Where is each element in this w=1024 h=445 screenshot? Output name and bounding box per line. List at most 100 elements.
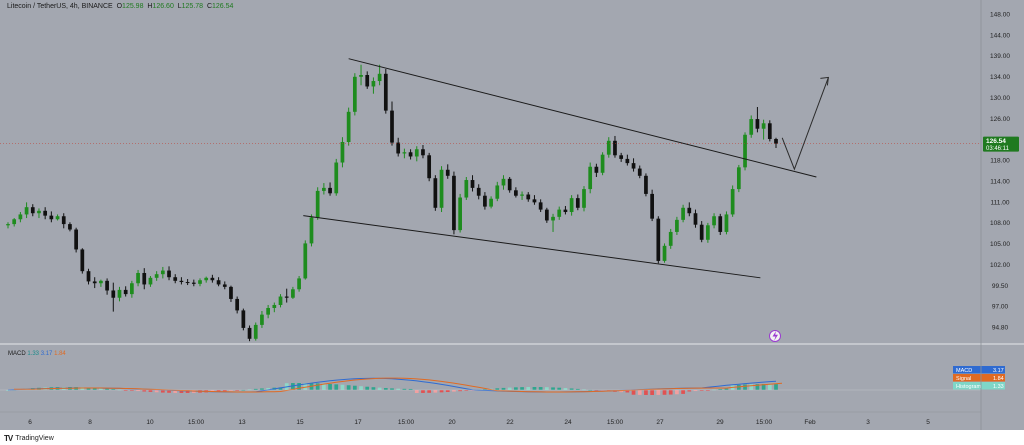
candle: [526, 192, 531, 202]
macd-legend-value: 1.33: [993, 384, 1004, 390]
candle: [80, 248, 85, 274]
macd-histogram-bar: [514, 387, 518, 390]
candle: [117, 286, 122, 302]
time-axis: 6 8 10 15:00 13 15 17 15:00 20 22 24 15:00 27 29 15:00…: [28, 419, 930, 426]
candle: [439, 166, 444, 213]
candle: [470, 175, 475, 192]
macd-value-2: 3.17: [40, 351, 53, 357]
candle: [198, 278, 202, 287]
x-tick-label: 15:00: [607, 419, 624, 426]
candle-body: [755, 119, 760, 129]
candle-body: [600, 154, 605, 173]
candle-body: [390, 110, 394, 143]
candle: [445, 164, 450, 179]
candle: [532, 195, 537, 205]
tradingview-logo-icon[interactable]: TV: [4, 434, 13, 443]
candle-body: [297, 278, 301, 290]
macd-histogram-bar: [303, 383, 308, 390]
candle-body: [501, 178, 506, 186]
candle-body: [569, 198, 574, 213]
y-tick-label: 114.00: [990, 178, 1010, 185]
macd-histogram-bar: [761, 384, 766, 390]
macd-histogram-bar: [464, 390, 469, 391]
candle: [724, 211, 729, 235]
candle: [49, 211, 54, 223]
macd-histogram-bar: [421, 390, 425, 393]
candle-body: [359, 75, 363, 77]
candle-body: [315, 190, 320, 218]
candle: [544, 207, 549, 223]
macd-histogram-bar: [736, 384, 741, 390]
macd-legend-value: 3.17: [993, 368, 1004, 374]
candle-body: [736, 167, 741, 190]
candle: [637, 165, 642, 179]
x-tick-label: 29: [716, 419, 724, 426]
macd-histogram-bar: [526, 387, 531, 390]
macd-histogram-bar: [631, 390, 636, 395]
price-chart[interactable]: 148.00144.00139.00134.00130.00126.00122.…: [0, 0, 1024, 430]
macd-histogram-bar: [352, 385, 357, 390]
y-tick-label: 134.00: [990, 74, 1010, 81]
macd-histogram-bar: [80, 387, 85, 390]
candle-body: [117, 289, 122, 298]
y-tick-label: 111.00: [991, 199, 1010, 206]
candle: [303, 240, 308, 280]
macd-histogram-bar: [656, 390, 661, 395]
macd-histogram-bar: [229, 390, 233, 391]
macd-histogram-bar: [668, 390, 673, 395]
candle-body: [433, 178, 438, 208]
candle: [37, 208, 41, 219]
candle-body: [99, 280, 103, 284]
candle-body: [191, 282, 196, 284]
candle-body: [278, 296, 283, 305]
macd-histogram-bar: [687, 390, 692, 392]
candle: [668, 228, 673, 249]
candle: [774, 137, 778, 149]
candle-body: [260, 314, 264, 325]
candle: [377, 64, 382, 86]
candle: [631, 158, 636, 172]
candle-body: [675, 219, 679, 232]
macd-histogram-bar: [501, 387, 506, 390]
candle-body: [291, 289, 295, 298]
macd-histogram-bar: [402, 388, 407, 390]
candle-body: [631, 163, 636, 169]
candle-body: [594, 166, 599, 173]
candle: [600, 152, 605, 176]
y-tick-label: 130.00: [990, 95, 1010, 102]
high-value: 126.60: [152, 3, 174, 10]
macd-histogram-bar: [755, 384, 760, 390]
candle-body: [668, 231, 673, 246]
candle-body: [662, 245, 667, 261]
candle: [18, 212, 23, 223]
candle: [619, 152, 624, 162]
candle: [105, 278, 109, 295]
candle-body: [12, 219, 17, 225]
candle-body: [445, 169, 450, 176]
macd-histogram-bar: [383, 388, 388, 390]
upper-channel-line: [348, 58, 817, 178]
candle-body: [483, 195, 487, 207]
candle: [328, 182, 332, 196]
macd-histogram-bar: [699, 390, 704, 391]
candle: [656, 216, 661, 264]
macd-histogram-bar: [105, 388, 109, 390]
candle: [315, 187, 320, 220]
candle: [687, 202, 692, 217]
candle-body: [160, 270, 165, 275]
x-tick-label: 8: [88, 419, 92, 426]
macd-legend-tag: [953, 366, 1005, 374]
candle-body: [544, 209, 549, 221]
candle-body: [136, 272, 140, 284]
macd-histogram-bar: [582, 389, 586, 391]
candle: [142, 268, 147, 290]
x-tick-label: 3: [866, 419, 870, 426]
y-tick-label: 102.00: [990, 262, 1010, 269]
x-tick-label: 15:00: [188, 419, 205, 426]
candle-body: [377, 73, 382, 82]
candle-body: [650, 193, 654, 219]
macd-histogram-bar: [767, 384, 772, 390]
brand-name[interactable]: TradingView: [15, 435, 54, 442]
signal-line: [14, 377, 783, 393]
candle-body: [173, 277, 178, 281]
